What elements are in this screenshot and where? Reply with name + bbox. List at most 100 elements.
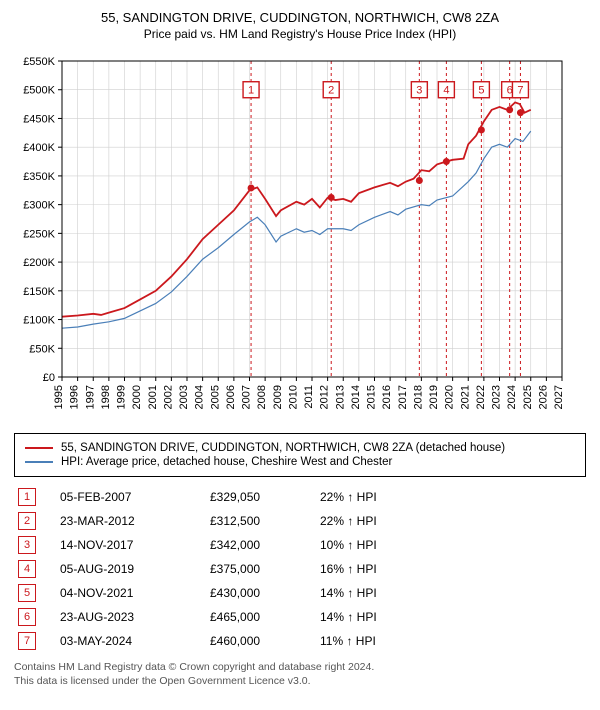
svg-text:2004: 2004 <box>194 385 206 409</box>
svg-text:£450K: £450K <box>23 113 55 125</box>
svg-text:2002: 2002 <box>162 385 174 409</box>
sale-diff: 22% ↑ HPI <box>320 514 440 528</box>
sale-price: £375,000 <box>210 562 320 576</box>
legend-item: 55, SANDINGTON DRIVE, CUDDINGTON, NORTHW… <box>25 442 575 454</box>
svg-text:1: 1 <box>248 85 254 97</box>
sale-diff: 11% ↑ HPI <box>320 634 440 648</box>
svg-text:7: 7 <box>517 85 523 97</box>
svg-text:£500K: £500K <box>23 85 55 97</box>
sale-marker-number: 4 <box>18 560 36 578</box>
sale-marker-number: 2 <box>18 512 36 530</box>
page-title: 55, SANDINGTON DRIVE, CUDDINGTON, NORTHW… <box>10 10 590 25</box>
svg-text:2009: 2009 <box>272 385 284 409</box>
svg-text:£50K: £50K <box>29 343 55 355</box>
svg-text:1995: 1995 <box>53 385 65 409</box>
sale-date: 05-FEB-2007 <box>60 490 210 504</box>
sale-date: 14-NOV-2017 <box>60 538 210 552</box>
svg-text:1997: 1997 <box>84 385 96 409</box>
svg-text:2003: 2003 <box>178 385 190 409</box>
sale-diff: 14% ↑ HPI <box>320 610 440 624</box>
svg-text:£100K: £100K <box>23 315 55 327</box>
svg-text:£150K: £150K <box>23 286 55 298</box>
svg-text:£550K: £550K <box>23 56 55 68</box>
sale-diff: 22% ↑ HPI <box>320 490 440 504</box>
svg-text:2026: 2026 <box>537 385 549 409</box>
svg-text:2001: 2001 <box>147 385 159 409</box>
svg-text:2013: 2013 <box>334 385 346 409</box>
svg-text:2016: 2016 <box>381 385 393 409</box>
sale-diff: 16% ↑ HPI <box>320 562 440 576</box>
sale-diff: 14% ↑ HPI <box>320 586 440 600</box>
svg-text:1999: 1999 <box>116 385 128 409</box>
sale-marker-number: 1 <box>18 488 36 506</box>
legend-swatch <box>25 461 53 462</box>
legend-item: HPI: Average price, detached house, Ches… <box>25 456 575 468</box>
sales-row: 3 14-NOV-2017£342,00010% ↑ HPI <box>14 533 586 557</box>
sale-date: 23-MAR-2012 <box>60 514 210 528</box>
svg-text:2020: 2020 <box>444 385 456 409</box>
svg-text:2027: 2027 <box>553 385 565 409</box>
legend-swatch <box>25 447 53 449</box>
sale-price: £342,000 <box>210 538 320 552</box>
legend: 55, SANDINGTON DRIVE, CUDDINGTON, NORTHW… <box>14 433 586 477</box>
svg-text:2006: 2006 <box>225 385 237 409</box>
sale-marker-number: 7 <box>18 632 36 650</box>
footer-line2: This data is licensed under the Open Gov… <box>14 675 586 689</box>
sale-date: 23-AUG-2023 <box>60 610 210 624</box>
sale-diff: 10% ↑ HPI <box>320 538 440 552</box>
svg-text:£350K: £350K <box>23 171 55 183</box>
footer-line1: Contains HM Land Registry data © Crown c… <box>14 661 586 675</box>
svg-text:£0: £0 <box>43 372 55 384</box>
svg-text:2015: 2015 <box>366 385 378 409</box>
svg-text:2010: 2010 <box>287 385 299 409</box>
svg-text:£400K: £400K <box>23 142 55 154</box>
sale-marker-number: 6 <box>18 608 36 626</box>
sales-row: 2 23-MAR-2012£312,50022% ↑ HPI <box>14 509 586 533</box>
sale-date: 03-MAY-2024 <box>60 634 210 648</box>
sales-row: 5 04-NOV-2021£430,00014% ↑ HPI <box>14 581 586 605</box>
sales-row: 6 23-AUG-2023£465,00014% ↑ HPI <box>14 605 586 629</box>
svg-text:5: 5 <box>478 85 484 97</box>
svg-text:2008: 2008 <box>256 385 268 409</box>
sale-price: £465,000 <box>210 610 320 624</box>
price-chart: £0 £50K £100K £150K £200K £250K £300K £350K £400… <box>10 51 578 421</box>
svg-text:2019: 2019 <box>428 385 440 409</box>
svg-text:1998: 1998 <box>100 385 112 409</box>
legend-label: 55, SANDINGTON DRIVE, CUDDINGTON, NORTHW… <box>61 442 505 454</box>
svg-text:2018: 2018 <box>412 385 424 409</box>
svg-text:4: 4 <box>443 85 449 97</box>
legend-label: HPI: Average price, detached house, Ches… <box>61 456 392 468</box>
sale-marker-number: 5 <box>18 584 36 602</box>
svg-text:2023: 2023 <box>491 385 503 409</box>
sale-price: £312,500 <box>210 514 320 528</box>
svg-text:2014: 2014 <box>350 385 362 409</box>
sale-price: £329,050 <box>210 490 320 504</box>
svg-text:1996: 1996 <box>69 385 81 409</box>
footer-attribution: Contains HM Land Registry data © Crown c… <box>14 661 586 688</box>
svg-text:£300K: £300K <box>23 200 55 212</box>
svg-text:2024: 2024 <box>506 385 518 409</box>
svg-text:£250K: £250K <box>23 228 55 240</box>
svg-text:2000: 2000 <box>131 385 143 409</box>
svg-text:3: 3 <box>416 85 422 97</box>
sale-price: £460,000 <box>210 634 320 648</box>
sale-date: 04-NOV-2021 <box>60 586 210 600</box>
page-subtitle: Price paid vs. HM Land Registry's House … <box>10 27 590 41</box>
svg-text:2: 2 <box>328 85 334 97</box>
sales-table: 1 05-FEB-2007£329,05022% ↑ HPI 2 23-MAR-201… <box>14 485 586 653</box>
svg-text:2021: 2021 <box>459 385 471 409</box>
sales-row: 1 05-FEB-2007£329,05022% ↑ HPI <box>14 485 586 509</box>
svg-text:2025: 2025 <box>522 385 534 409</box>
sales-row: 7 03-MAY-2024£460,00011% ↑ HPI <box>14 629 586 653</box>
svg-text:2012: 2012 <box>319 385 331 409</box>
sale-date: 05-AUG-2019 <box>60 562 210 576</box>
svg-text:2005: 2005 <box>209 385 221 409</box>
sale-marker-number: 3 <box>18 536 36 554</box>
svg-text:2011: 2011 <box>303 385 315 409</box>
sale-price: £430,000 <box>210 586 320 600</box>
svg-text:2017: 2017 <box>397 385 409 409</box>
svg-text:2022: 2022 <box>475 385 487 409</box>
svg-text:£200K: £200K <box>23 257 55 269</box>
svg-text:2007: 2007 <box>241 385 253 409</box>
sales-row: 4 05-AUG-2019£375,00016% ↑ HPI <box>14 557 586 581</box>
